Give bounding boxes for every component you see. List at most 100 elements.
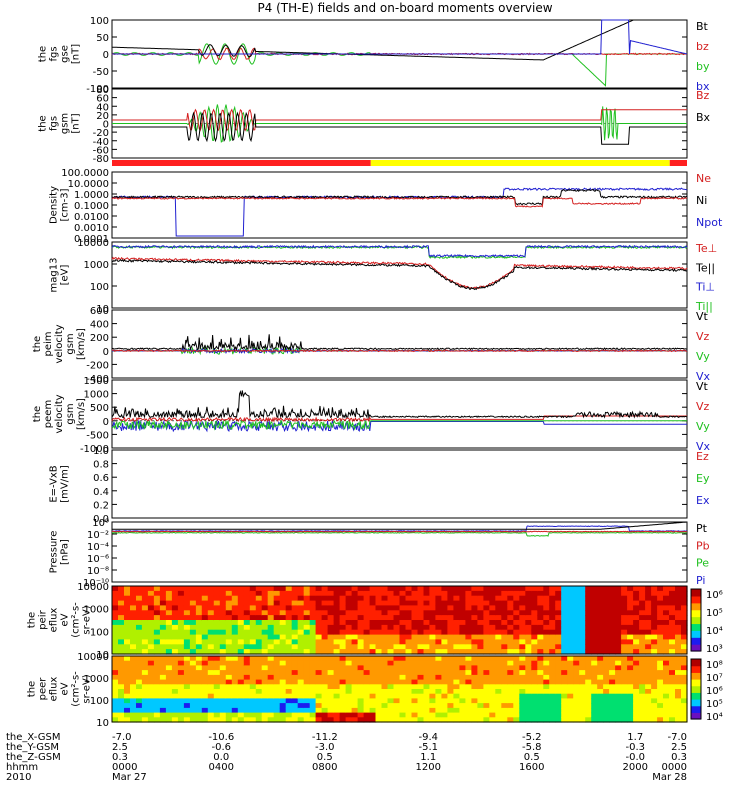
spectrogram-cell [291,620,299,626]
spectrogram-cell [153,693,161,699]
spectrogram-cell [651,679,658,685]
spectrogram-cell [381,698,389,704]
spectrogram-cell [291,649,299,655]
spectrogram-cell [279,649,287,655]
spectrogram-cell [657,703,664,709]
spectrogram-cell [597,644,604,650]
spectrogram-cell [369,629,377,636]
spectrogram-cell [309,590,317,597]
spectrogram-cell [483,595,490,602]
spectrogram-cell [339,712,347,718]
spectrogram-cell [435,610,442,616]
spectrogram-cell [429,656,436,662]
spectrogram-cell [118,639,125,645]
spectrogram-cell [513,674,520,681]
spectrogram-cell [333,639,341,645]
spectrogram-cell [567,590,574,597]
spectrogram-cell [393,665,401,671]
spectrogram-cell [124,707,131,714]
spectrogram-cell [369,639,377,645]
spectrogram-cell [387,693,395,699]
spectrogram-cell [663,689,670,695]
spectrogram-cell [507,634,514,641]
spectrogram-cell [561,595,568,602]
spectrogram-cell [639,717,646,723]
spectrogram-cell [147,615,155,621]
spectrogram-cell [483,615,490,621]
spectrogram-cell [375,600,383,607]
spectrogram-cell [549,629,556,636]
spectrogram-cell [393,656,401,662]
spectrogram-cell [303,665,311,671]
spectrogram-cell [315,698,323,704]
spectrogram-cell [303,707,311,714]
spectrogram-cell [141,624,149,631]
spectrogram-cell [177,634,185,641]
spectrogram-cell [615,665,622,671]
spectrogram-cell [147,590,155,597]
spectrogram-cell [321,600,329,607]
spectrogram-cell [369,698,377,704]
spectrogram-cell [603,684,610,690]
spectrogram-cell [285,707,293,714]
spectrogram-cell [297,590,305,597]
spectrogram-cell [537,600,544,607]
spectrogram-cell [561,639,568,645]
spectrogram-cell [225,595,233,602]
series-pe [111,531,688,537]
tick-label: -100 [86,84,109,95]
spectrogram-cell [507,605,514,611]
spectrogram-cell [423,634,431,641]
spectrogram-cell [477,670,484,676]
spectrogram-cell [633,670,640,676]
spectrogram-cell [213,656,221,662]
spectrogram-cell [639,595,646,602]
spectrogram-cell [177,624,185,631]
spectrogram-cell [345,629,353,636]
spectrogram-cell [639,624,646,631]
spectrogram-cell [189,644,197,650]
footer-value: 0.5 [524,752,540,763]
spectrogram-cell [363,660,371,666]
spectrogram-cell [627,639,634,645]
spectrogram-cell [429,634,436,641]
spectrogram-cell [471,712,478,718]
spectrogram-cell [627,620,634,626]
spectrogram-cell [495,644,502,650]
spectrogram-cell [543,644,550,650]
spectrogram-cell [333,707,341,714]
spectrogram-cell [345,693,353,699]
spectrogram-cell [171,615,179,621]
spectrogram-cell [669,605,676,611]
spectrogram-cell [369,679,377,685]
spectrogram-cell [663,684,670,690]
spectrogram-cell [261,615,269,621]
spectrogram-cell [124,586,131,592]
colorbar-label: 10⁷ [706,673,723,684]
spectrogram-cell [645,639,652,645]
colorbar-label: 10³ [706,644,723,655]
spectrogram-cell [141,665,149,671]
spectrogram-cell [573,698,580,704]
spectrogram-cell [225,610,233,616]
spectrogram-cell [585,629,592,636]
spectrogram-cell [327,629,335,636]
spectrogram-cell [591,624,598,631]
spectrogram-cell [675,698,682,704]
spectrogram-cell [651,586,658,592]
tick-label: 0.0001 [74,234,109,245]
spectrogram-cell [309,703,317,709]
spectrogram-cell [327,634,335,641]
spectrogram-cell [519,712,526,718]
footer-row-label: the_Y-GSM [6,742,59,753]
spectrogram-cell [495,712,502,718]
spectrogram-cell [669,610,676,616]
spectrogram-cell [399,703,407,709]
spectrogram-cell [130,717,137,723]
spectrogram-cell [675,703,682,709]
spectrogram-cell [507,674,514,681]
spectrogram-cell [118,620,125,626]
spectrogram-cell [453,684,460,690]
tick-label: 20 [96,111,109,122]
spectrogram-cell [147,649,155,655]
